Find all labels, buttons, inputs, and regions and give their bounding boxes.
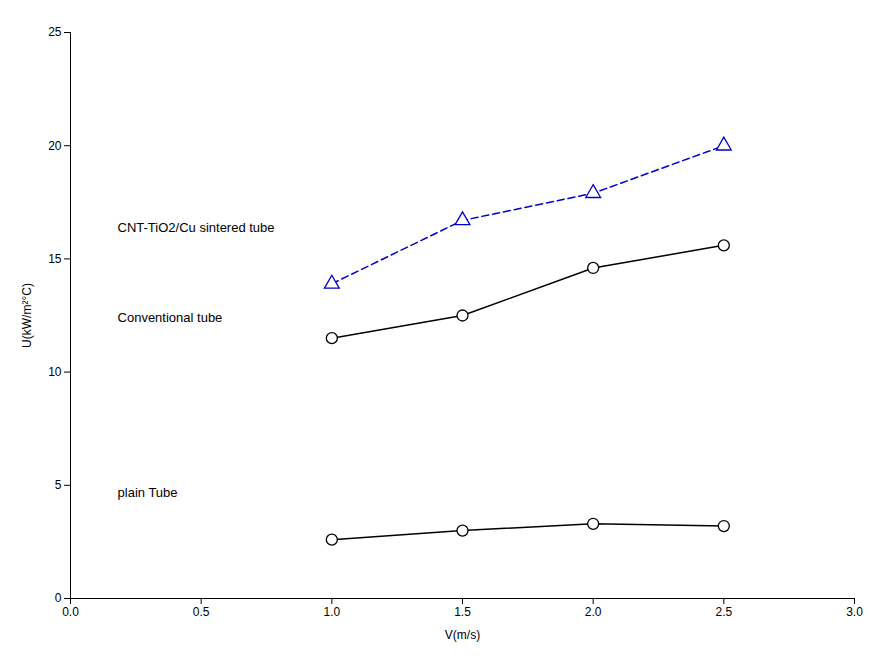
svg-text:25: 25 [48,25,62,39]
svg-text:plain Tube: plain Tube [118,485,178,500]
svg-text:1.5: 1.5 [454,605,471,619]
svg-text:U(kW/m²°C): U(kW/m²°C) [20,283,34,348]
svg-text:0.0: 0.0 [62,605,79,619]
svg-text:V(m/s): V(m/s) [445,628,480,642]
svg-text:0.5: 0.5 [193,605,210,619]
svg-text:15: 15 [48,252,62,266]
svg-text:CNT-TiO2/Cu sintered tube: CNT-TiO2/Cu sintered tube [118,220,275,235]
svg-text:3.0: 3.0 [846,605,863,619]
svg-text:2.5: 2.5 [715,605,732,619]
svg-text:1.0: 1.0 [323,605,340,619]
svg-text:20: 20 [48,139,62,153]
svg-text:5: 5 [55,478,62,492]
svg-text:Conventional tube: Conventional tube [118,310,223,325]
svg-text:2.0: 2.0 [585,605,602,619]
svg-text:0: 0 [55,591,62,605]
svg-text:10: 10 [48,365,62,379]
